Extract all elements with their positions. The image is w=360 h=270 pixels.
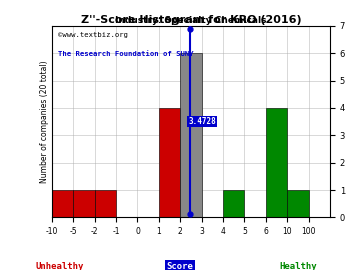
Text: Healthy: Healthy: [279, 262, 317, 270]
Bar: [223, 190, 244, 217]
Text: Score: Score: [167, 262, 193, 270]
Bar: [266, 108, 287, 217]
Bar: [73, 190, 95, 217]
Bar: [95, 190, 116, 217]
Title: Z''-Score Histogram for KRO (2016): Z''-Score Histogram for KRO (2016): [81, 15, 301, 25]
Text: Industry: Specialty Chemicals: Industry: Specialty Chemicals: [115, 16, 267, 25]
Text: ©www.textbiz.org: ©www.textbiz.org: [58, 32, 127, 38]
Bar: [180, 53, 202, 217]
Text: 3.4728: 3.4728: [188, 117, 216, 126]
Bar: [159, 108, 180, 217]
Text: The Research Foundation of SUNY: The Research Foundation of SUNY: [58, 51, 193, 57]
Bar: [52, 190, 73, 217]
Bar: [287, 190, 309, 217]
Y-axis label: Number of companies (20 total): Number of companies (20 total): [40, 60, 49, 183]
Text: Unhealthy: Unhealthy: [36, 262, 84, 270]
